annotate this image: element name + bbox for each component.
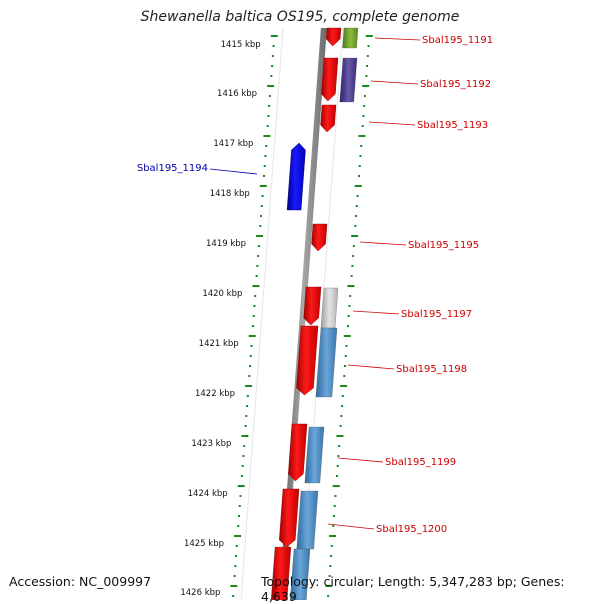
- gene-arrow-sbal195-1195[interactable]: [311, 223, 328, 252]
- gene-arrow-sbal195-1199[interactable]: [288, 423, 308, 482]
- gene-arrow-sbal195-1192[interactable]: [321, 57, 339, 102]
- outer-guide-line: [240, 27, 284, 600]
- cds-box-sbal195-1198[interactable]: [315, 327, 338, 398]
- cds-box-sbal195-1197[interactable]: [320, 287, 339, 329]
- cds-box-sbal195-1199[interactable]: [304, 426, 325, 484]
- gene-label[interactable]: Sbal195_1199: [385, 457, 456, 468]
- gene-label[interactable]: Sbal195_1191: [422, 35, 493, 46]
- gene-arrow-sbal195-1200[interactable]: [279, 488, 300, 548]
- gene-label[interactable]: Sbal195_1197: [401, 309, 472, 320]
- gene-leader-line: [327, 523, 375, 530]
- cds-box-sbal195-1200[interactable]: [296, 490, 319, 550]
- gene-leader-line: [352, 310, 400, 315]
- kbp-label: 1418 kbp: [210, 189, 250, 199]
- gene-label[interactable]: Sbal195_1195: [408, 240, 479, 251]
- gene-arrow-sbal195-1194[interactable]: [286, 142, 306, 211]
- accession-text: Accession: NC_009997: [9, 574, 152, 589]
- gene-arrow-sbal195-1193[interactable]: [320, 104, 337, 133]
- gene-arrow-next[interactable]: [270, 546, 292, 600]
- gene-leader-line: [368, 121, 416, 126]
- cds-box-next[interactable]: [290, 548, 311, 600]
- gene-label[interactable]: Sbal195_1194: [137, 163, 208, 174]
- kbp-label: 1424 kbp: [188, 489, 228, 499]
- kbp-label: 1420 kbp: [202, 289, 242, 299]
- gene-label[interactable]: Sbal195_1193: [417, 120, 488, 131]
- kbp-label: 1416 kbp: [217, 89, 257, 99]
- gene-label[interactable]: Sbal195_1198: [396, 364, 467, 375]
- gene-leader-line: [209, 168, 258, 175]
- gene-leader-line: [347, 364, 395, 370]
- gene-leader-line: [337, 457, 384, 463]
- gene-leader-line: [370, 80, 419, 85]
- kbp-label: 1419 kbp: [206, 239, 246, 249]
- cds-box-sbal195-1191[interactable]: [342, 27, 359, 49]
- kbp-label: 1417 kbp: [213, 139, 253, 149]
- cds-box-sbal195-1192[interactable]: [339, 57, 358, 103]
- gene-label[interactable]: Sbal195_1200: [376, 524, 447, 535]
- gene-leader-line: [374, 37, 421, 41]
- genome-title: Shewanella baltica OS195, complete genom…: [140, 9, 460, 25]
- kbp-label: 1426 kbp: [180, 588, 220, 598]
- gene-label[interactable]: Sbal195_1192: [420, 79, 491, 90]
- gene-leader-line: [359, 241, 407, 246]
- gene-arrow-sbal195-1197[interactable]: [303, 286, 322, 326]
- kbp-label: 1421 kbp: [199, 339, 239, 349]
- kbp-label: 1422 kbp: [195, 389, 235, 399]
- kbp-label: 1423 kbp: [191, 439, 231, 449]
- gene-arrow-sbal195-1198[interactable]: [296, 325, 319, 396]
- kbp-label: 1415 kbp: [221, 40, 261, 50]
- gene-arrow-sbal195-1191[interactable]: [325, 27, 342, 47]
- kbp-label: 1425 kbp: [184, 539, 224, 549]
